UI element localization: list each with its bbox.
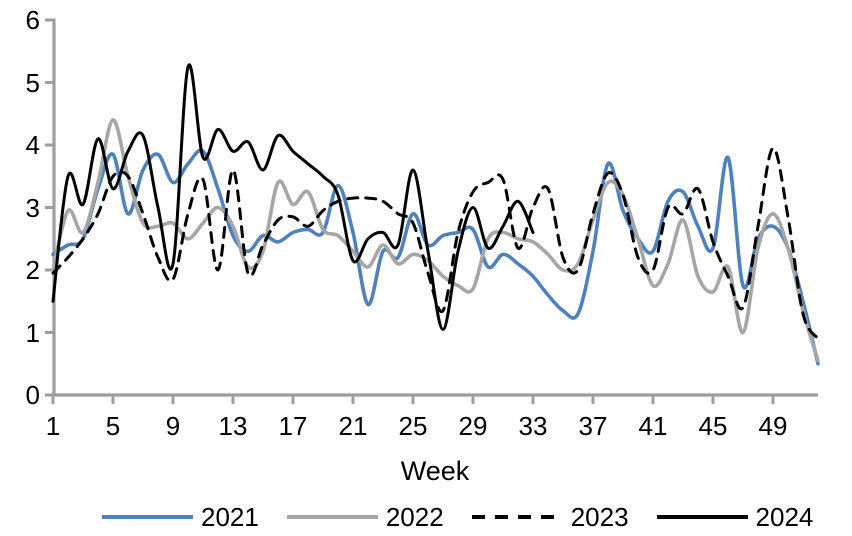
y-tick-label: 0 (25, 380, 40, 410)
legend-label: 2024 (755, 502, 814, 532)
x-tick-label: 9 (165, 411, 181, 441)
x-tick-label: 5 (105, 411, 121, 441)
legend-line-swatch-icon (656, 515, 748, 519)
x-tick-label: 29 (458, 411, 488, 441)
x-tick-label: 33 (518, 411, 548, 441)
x-tick-label: 17 (278, 411, 308, 441)
y-tick-label: 2 (25, 255, 40, 285)
x-tick-label: 45 (698, 411, 728, 441)
series-line-2023 (51, 146, 820, 341)
series-line-2024 (51, 63, 535, 331)
series-line-2021 (51, 148, 820, 366)
legend-item-2022: 2022 (285, 502, 444, 532)
series-line-2022 (51, 118, 820, 363)
legend-line-swatch-icon (102, 515, 193, 519)
x-tick-label: 1 (45, 411, 61, 441)
chart-legend: 2021 2022 2023 2024 (100, 500, 840, 534)
x-axis-title: Week (400, 456, 470, 486)
x-tick-label: 13 (218, 411, 248, 441)
legend-item-2021: 2021 (100, 502, 259, 532)
legend-dashed-line-swatch-icon (471, 515, 563, 519)
y-tick-label: 5 (25, 67, 40, 98)
y-tick-label: 3 (25, 192, 40, 223)
legend-label: 2021 (201, 502, 259, 532)
legend-item-2023: 2023 (470, 502, 629, 532)
x-tick-label: 25 (398, 411, 428, 441)
x-tick-label: 49 (758, 411, 788, 441)
x-tick-label: 37 (578, 411, 608, 441)
y-tick-label: 6 (25, 5, 40, 35)
legend-line-swatch-icon (286, 515, 378, 519)
legend-label: 2022 (385, 502, 444, 532)
y-tick-label: 4 (25, 130, 40, 160)
y-tick-label: 1 (25, 317, 40, 348)
legend-label: 2023 (570, 502, 629, 532)
x-tick-label: 21 (338, 411, 368, 441)
legend-item-2024: 2024 (655, 502, 814, 532)
x-tick-label: 41 (638, 411, 668, 441)
